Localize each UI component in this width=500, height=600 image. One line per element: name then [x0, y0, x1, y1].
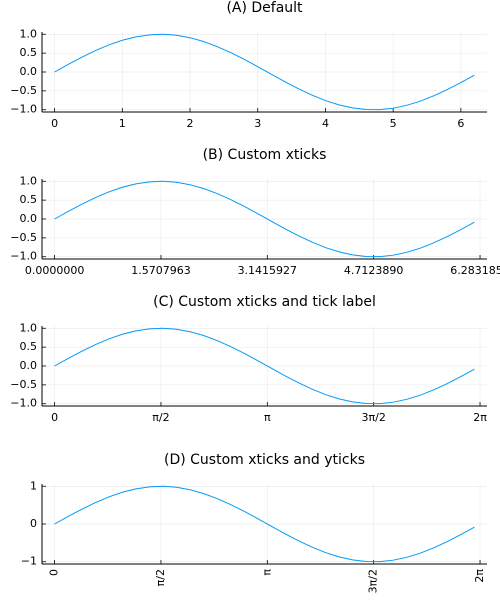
y-tick-label: 0.0	[20, 65, 38, 78]
x-tick-label: 4.7123890	[344, 264, 404, 277]
x-tick-label: 4	[322, 117, 329, 130]
chart-title: (B) Custom xticks	[203, 147, 327, 163]
y-tick-label: 1.0	[20, 27, 38, 40]
y-tick-label: −1	[21, 555, 37, 568]
x-tick-label: 3.1415927	[238, 264, 298, 277]
y-tick-label: −1.0	[10, 250, 37, 263]
x-tick-label: 1	[119, 117, 126, 130]
y-tick-label: 1	[30, 479, 37, 492]
x-tick-label: 5	[390, 117, 397, 130]
y-tick-label: −1.0	[10, 103, 37, 116]
y-tick-label: 0.5	[20, 46, 38, 59]
y-tick-label: −0.5	[10, 231, 37, 244]
y-tick-label: 0.5	[20, 193, 38, 206]
x-tick-label: 0	[51, 117, 58, 130]
line	[54, 485, 475, 563]
x-tick-label: 3π/2	[367, 569, 380, 593]
x-tick-label: π/2	[152, 411, 169, 424]
x-tick-label: π/2	[154, 569, 167, 586]
x-tick-label: π	[264, 411, 271, 424]
chart-title: (C) Custom xticks and tick label	[153, 294, 376, 310]
y-tick-label: 0.5	[20, 340, 38, 353]
y-tick-label: −0.5	[10, 378, 37, 391]
y-tick-label: 1.0	[20, 174, 38, 187]
x-tick-label: 2	[187, 117, 194, 130]
line	[54, 327, 475, 405]
line	[54, 33, 475, 111]
y-tick-label: 0.0	[20, 359, 38, 372]
x-tick-label: 6.2831853	[450, 264, 500, 277]
chart-title: (D) Custom xticks and yticks	[164, 452, 365, 468]
line	[54, 180, 475, 258]
x-tick-label: 0	[51, 411, 58, 424]
x-tick-label: 0	[48, 569, 61, 576]
x-tick-label: 3π/2	[362, 411, 386, 424]
y-tick-label: 0.0	[20, 212, 38, 225]
chart-title: (A) Default	[226, 0, 303, 16]
x-tick-label: 3	[254, 117, 261, 130]
y-tick-label: −0.5	[10, 84, 37, 97]
x-tick-label: 1.5707963	[131, 264, 191, 277]
y-tick-label: −1.0	[10, 397, 37, 410]
x-tick-label: 0.0000000	[25, 264, 85, 277]
y-tick-label: 1.0	[20, 321, 38, 334]
y-tick-label: 0	[30, 517, 37, 530]
x-tick-label: 6	[457, 117, 464, 130]
x-tick-label: 2π	[473, 411, 487, 424]
x-tick-label: π	[260, 569, 273, 576]
x-tick-label: 2π	[473, 569, 486, 583]
